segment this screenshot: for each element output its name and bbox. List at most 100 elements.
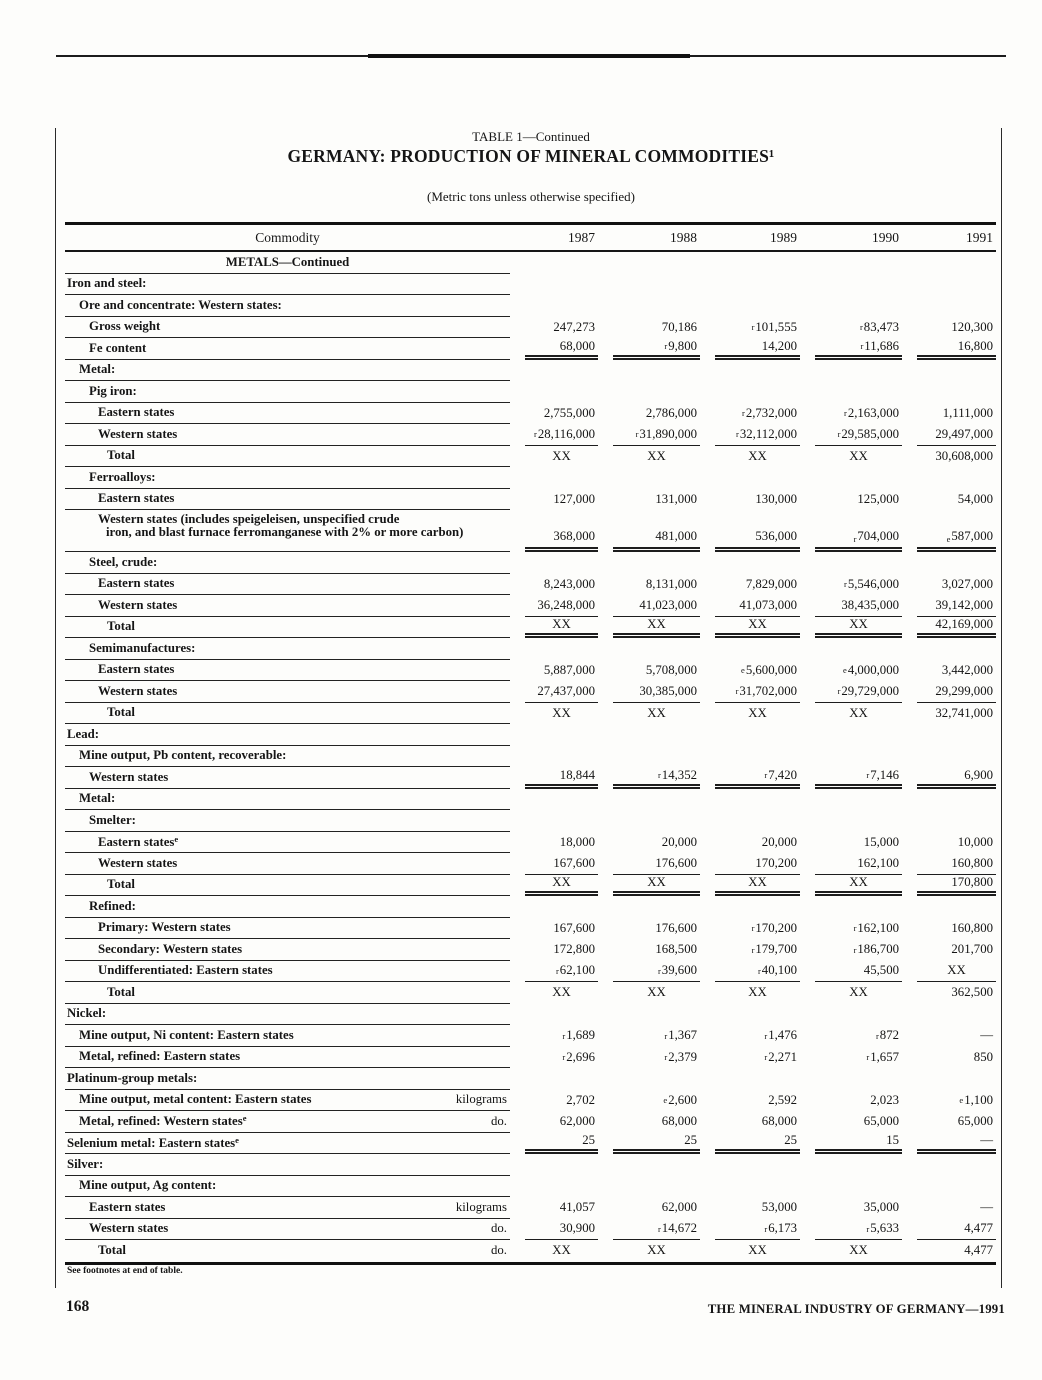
cell-value (917, 467, 996, 489)
cell-value: 168,500 (655, 942, 697, 957)
row-label: Semimanufactures: (65, 638, 510, 660)
cell-value: 1,111,000 (942, 405, 993, 420)
year-column-header: 1989 (770, 229, 797, 245)
cell-value (715, 789, 800, 811)
cell-value: r 32,112,000 (715, 424, 800, 446)
cell-value: e 587,000 (917, 510, 996, 552)
cell-value (613, 274, 700, 296)
cell-value: 30,608,000 (935, 448, 993, 463)
cell-value: r 1,367 (664, 1028, 697, 1043)
row-label: Fe content (65, 338, 510, 360)
cell-value: e 4,000,000 (843, 662, 899, 677)
cell-value (917, 274, 996, 296)
cell-value: 29,497,000 (917, 424, 996, 446)
cell-value (815, 810, 902, 832)
row-label: Eastern states (65, 489, 510, 510)
table-row: Metal, refined: Eastern states r 2,696 r 2,3… (65, 1047, 996, 1068)
table-row: Mine output, metal content: Eastern stat… (65, 1090, 996, 1111)
cell-value: 172,800 (553, 942, 595, 957)
cell-value: r 11,686 (815, 338, 902, 360)
cell-value: 120,300 (951, 319, 993, 334)
table-row: Total XX XX XX XX 42,169,000 (65, 617, 996, 638)
cell-value (525, 638, 598, 660)
page-number: 168 (66, 1298, 90, 1315)
table-row: Total XX XX XX XX 32,741,000 (65, 703, 996, 724)
row-label: Nickel: (65, 1004, 510, 1025)
cell-value (815, 638, 902, 660)
row-label: Western states (65, 681, 510, 703)
cell-value: 201,700 (951, 942, 993, 957)
row-label: Western states do. (65, 1219, 510, 1240)
cell-value (613, 638, 700, 660)
table-caption: TABLE 1—Continued (472, 129, 590, 144)
cell-value (715, 467, 800, 489)
row-unit: kilograms (455, 1092, 507, 1107)
cell-value (715, 1176, 800, 1198)
cell-value: XX (552, 985, 571, 1000)
cell-value: r 6,173 (715, 1219, 800, 1240)
cell-value (917, 360, 996, 382)
production-table: Commodity 1987 1988 1989 1990 1991 METAL… (65, 222, 996, 1265)
cell-value (917, 1176, 996, 1198)
cell-value: 850 (973, 1049, 993, 1064)
table-row: Mine output, Pb content, recoverable: (65, 746, 996, 768)
cell-value: r 170,200 (751, 920, 797, 935)
cell-value: 6,900 (917, 767, 996, 789)
right-page-border (1001, 128, 1002, 1288)
cell-value (815, 467, 902, 489)
cell-value: — (980, 1028, 993, 1043)
cell-value (613, 252, 700, 274)
table-row: Eastern states 2,755,000 2,786,000 r 2,732,0… (65, 403, 996, 424)
cell-value: 3,027,000 (941, 576, 993, 591)
row-label: Eastern states kilograms (65, 1197, 510, 1219)
cell-value (715, 360, 800, 382)
cell-value: r 2,163,000 (843, 405, 899, 420)
table-subtitle: (Metric tons unless otherwise specified) (427, 189, 635, 204)
cell-value (525, 789, 598, 811)
cell-value: r 2,696 (562, 1049, 595, 1064)
cell-value (715, 638, 800, 660)
row-label: Mine output, Pb content, recoverable: (65, 746, 510, 767)
row-unit: kilograms (455, 1199, 507, 1214)
cell-value: 41,057 (559, 1200, 595, 1215)
cell-value: 160,800 (917, 853, 996, 875)
table-row: Total do. XX XX XX XX 4,477 (65, 1240, 996, 1265)
cell-value: r 2,379 (664, 1049, 697, 1064)
cell-value (715, 252, 800, 274)
cell-value (525, 360, 598, 382)
cell-value: 25 (525, 1133, 598, 1154)
cell-value: r 872 (875, 1028, 899, 1043)
cell-value: r 83,473 (859, 319, 899, 334)
cell-value (917, 1154, 996, 1176)
cell-value: 481,000 (613, 510, 700, 552)
table-row: Western states 18,844 r 14,352 r 7,420 r 7,146 6… (65, 767, 996, 789)
cell-value: r 2,732,000 (741, 405, 797, 420)
cell-value: e 5,600,000 (741, 662, 797, 677)
table-row: Fe content 68,000 r 9,800 14,200 r 11,686 16,80… (65, 338, 996, 360)
table-row: Western states do. 30,900 r 14,672 r 6,173 r 5,6… (65, 1219, 996, 1240)
cell-value: 170,200 (715, 853, 800, 875)
cell-value: 18,000 (559, 834, 595, 849)
cell-value: 68,000 (525, 338, 598, 360)
cell-value: 30,900 (525, 1219, 598, 1240)
cell-value (525, 810, 598, 832)
row-label: Ore and concentrate: Western states: (65, 295, 510, 317)
cell-value: r 2,271 (764, 1049, 797, 1064)
cell-value (715, 746, 800, 768)
cell-value: 362,500 (951, 985, 993, 1000)
row-label: Eastern states (65, 574, 510, 595)
row-label: Total (65, 982, 510, 1004)
table-row: Western states 36,248,000 41,023,000 41,073… (65, 595, 996, 617)
cell-value: XX (525, 875, 598, 896)
row-label: Steel, crude: (65, 552, 510, 574)
cell-value: 25 (613, 1133, 700, 1154)
cell-value (525, 1176, 598, 1198)
cell-value: — (917, 1133, 996, 1154)
cell-value: r 14,672 (613, 1219, 700, 1240)
cell-value: XX (748, 705, 767, 720)
table-title: GERMANY: PRODUCTION OF MINERAL COMMODITI… (287, 146, 775, 166)
cell-value: 42,169,000 (917, 617, 996, 638)
cell-value: XX (815, 875, 902, 896)
cell-value: r 186,700 (853, 942, 899, 957)
cell-value: 35,000 (863, 1200, 899, 1215)
